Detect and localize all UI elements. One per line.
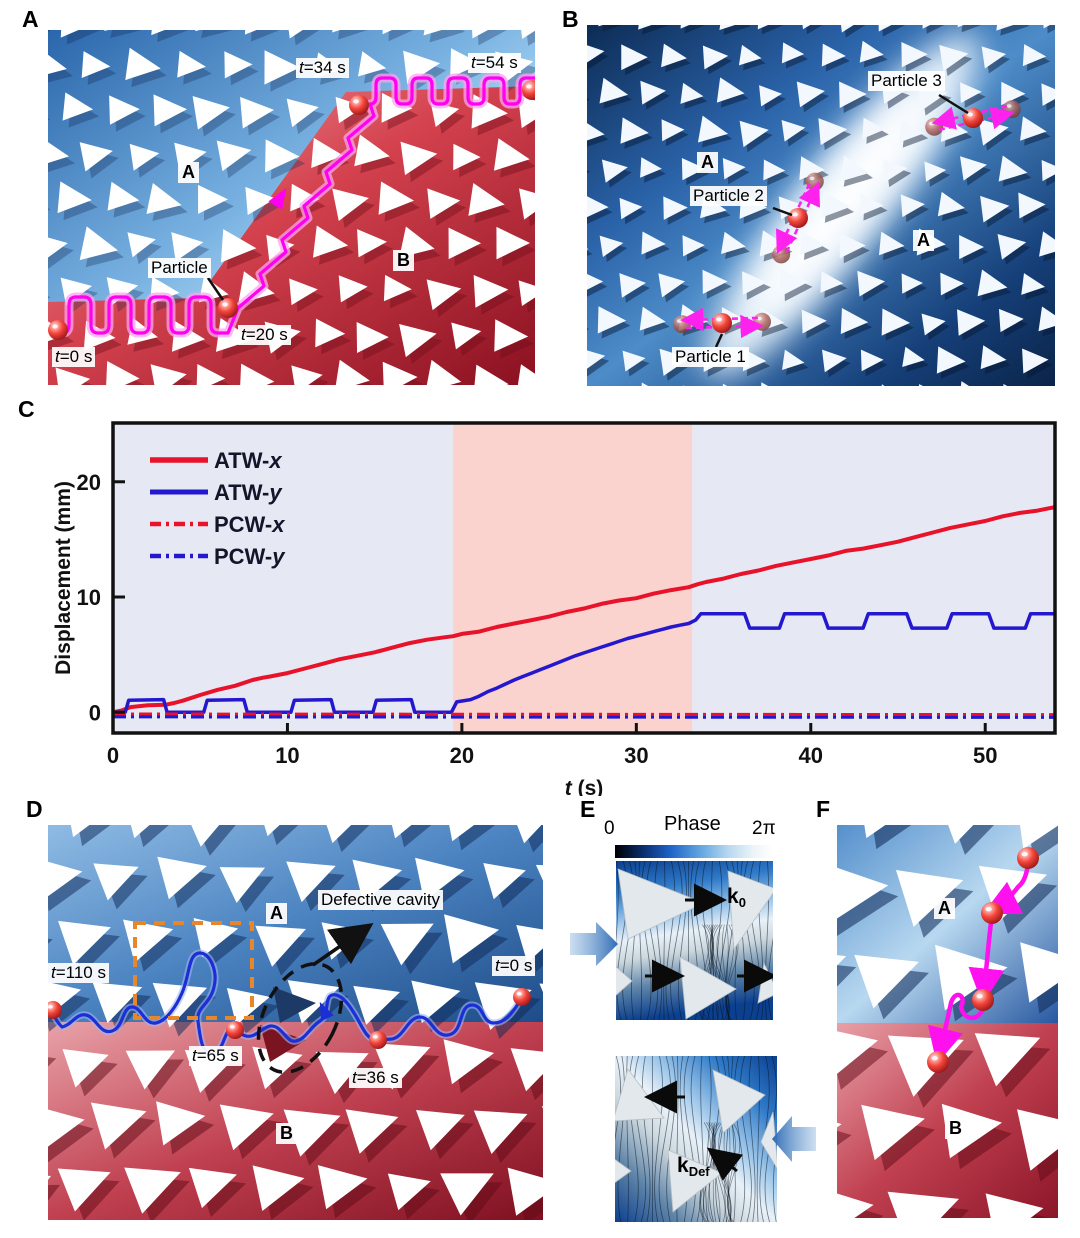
panel-letter-a: A: [22, 6, 39, 32]
svg-text:30: 30: [624, 743, 648, 768]
panel-a-image: t=0 s t=20 s t=34 s t=54 s Particle A B: [48, 30, 535, 385]
kdef-label: kDef: [677, 1154, 710, 1179]
panel-b-image: Particle 1 Particle 2 Particle 3 A A: [587, 25, 1055, 386]
svg-text:PCW-y: PCW-y: [214, 544, 286, 569]
panel-a-label-particle: Particle: [148, 258, 211, 279]
k0-label: k0: [727, 885, 746, 910]
svg-text:20: 20: [77, 470, 101, 495]
panel-d-image: t=110 s t=0 s t=65 s t=36 s Defective ca…: [48, 825, 543, 1220]
wave-direction-arrow-right-icon: [570, 922, 618, 966]
panel-a-label-t20: t=20 s: [238, 325, 291, 346]
panel-a-label-t54: t=54 s: [468, 53, 521, 74]
phase-field-kdef-image: kDef: [615, 1056, 777, 1222]
svg-text:ATW-x: ATW-x: [214, 448, 282, 473]
panel-a-photo: [48, 30, 535, 385]
panel-d-label-t0: t=0 s: [492, 956, 536, 977]
colorbar-max-label: 2π: [752, 818, 776, 839]
panel-b-photo: [587, 25, 1055, 386]
phase-field-k0-image: k0: [616, 861, 773, 1020]
svg-text:10: 10: [275, 743, 299, 768]
panel-a-region-a-label: A: [178, 162, 199, 183]
colorbar-title: Phase: [664, 813, 721, 835]
colorbar-min-label: 0: [604, 818, 615, 839]
panel-f-image: A B: [837, 825, 1058, 1218]
panel-b-region-a-label-1: A: [697, 152, 718, 173]
panel-d-label-t65: t=65 s: [189, 1046, 242, 1067]
panel-d-label-t110: t=110 s: [48, 963, 109, 984]
svg-text:PCW-x: PCW-x: [214, 512, 285, 537]
phase-field-k0: [616, 861, 773, 1020]
svg-text:10: 10: [77, 585, 101, 610]
panel-d-region-a-label: A: [266, 903, 287, 924]
svg-text:0: 0: [107, 743, 119, 768]
panel-b-label-particle1: Particle 1: [672, 347, 749, 368]
svg-text:20: 20: [450, 743, 474, 768]
panel-f-region-b-label: B: [945, 1118, 966, 1139]
panel-letter-d: D: [26, 796, 43, 822]
svg-text:Displacement (mm): Displacement (mm): [52, 481, 75, 675]
panel-d-label-t36: t=36 s: [349, 1068, 402, 1089]
wave-direction-arrow-left-icon: [772, 1116, 816, 1162]
phase-field-kdef: [615, 1056, 777, 1222]
panel-d-photo: [48, 825, 543, 1220]
panel-a-label-t0: t=0 s: [52, 347, 96, 368]
panel-f-region-a-label: A: [934, 898, 955, 919]
panel-a-region-b-label: B: [393, 250, 414, 271]
panel-f-photo: [837, 825, 1058, 1218]
panel-d-region-b-label: B: [276, 1123, 297, 1144]
svg-text:t (s): t (s): [565, 777, 604, 796]
phase-colorbar: [615, 845, 773, 858]
panel-a-label-t34: t=34 s: [296, 58, 349, 79]
panel-b-label-particle2: Particle 2: [690, 186, 767, 207]
svg-text:50: 50: [973, 743, 997, 768]
panel-letter-e: E: [580, 796, 596, 822]
panel-b-region-a-label-2: A: [913, 230, 934, 251]
svg-text:0: 0: [89, 700, 101, 725]
panel-d-label-defective-cavity: Defective cavity: [318, 890, 444, 911]
svg-text:ATW-y: ATW-y: [214, 480, 283, 505]
panel-letter-b: B: [562, 6, 579, 32]
panel-letter-f: F: [816, 796, 831, 822]
svg-text:40: 40: [799, 743, 823, 768]
panel-letter-c: C: [18, 396, 35, 422]
panel-b-label-particle3: Particle 3: [868, 71, 945, 92]
